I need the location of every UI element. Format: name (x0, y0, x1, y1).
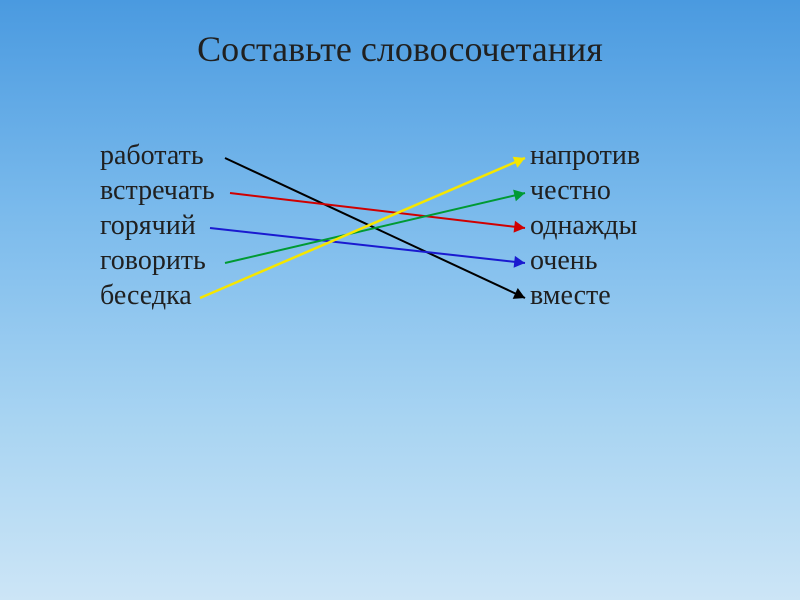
right-word-4: очень (530, 245, 598, 277)
right-word-5: вместе (530, 280, 611, 312)
right-word-1: напротив (530, 140, 640, 172)
match-arrowhead-5 (513, 157, 525, 168)
match-line-5 (200, 158, 525, 298)
match-arrowhead-3 (514, 256, 525, 268)
left-word-2: встречать (100, 175, 215, 207)
slide-title: Составьте словосочетания (0, 28, 800, 70)
match-line-1 (225, 158, 525, 298)
match-arrowhead-2 (514, 221, 525, 233)
right-word-2: честно (530, 175, 611, 207)
match-arrowhead-1 (513, 288, 525, 299)
left-word-1: работать (100, 140, 204, 172)
match-arrowhead-4 (513, 190, 525, 202)
left-word-5: беседка (100, 280, 192, 312)
match-line-3 (210, 228, 525, 263)
right-word-3: однажды (530, 210, 637, 242)
left-word-4: говорить (100, 245, 206, 277)
match-line-2 (230, 193, 525, 228)
left-word-3: горячий (100, 210, 196, 242)
match-line-4 (225, 193, 525, 263)
